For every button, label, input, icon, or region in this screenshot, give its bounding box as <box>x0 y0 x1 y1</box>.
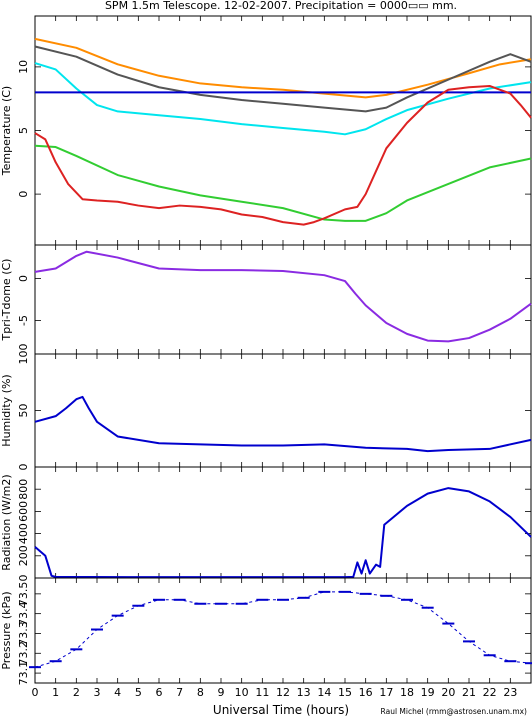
x-tick-label: 20 <box>441 686 455 699</box>
y-tick-label: 800 <box>17 479 30 500</box>
shared-x-axis: 0 1 2 3 4 5 6 7 8 9 10 11 12 13 14 15 16 17 18 19 20 21 22 23 <box>32 686 518 699</box>
x-tick-label: 10 <box>235 686 249 699</box>
x-tick-label: 8 <box>197 686 204 699</box>
x-tick-label: 5 <box>135 686 142 699</box>
data-series-line-5 <box>34 144 532 222</box>
x-tick-label: 12 <box>276 686 290 699</box>
y-tick-label: 0 <box>17 275 30 282</box>
data-point <box>442 622 455 625</box>
data-point <box>235 602 248 605</box>
data-series-line-3 <box>34 62 532 136</box>
x-tick-label: 18 <box>400 686 414 699</box>
x-tick-label: 6 <box>156 686 163 699</box>
data-point <box>525 662 532 665</box>
x-tick-label: 2 <box>73 686 80 699</box>
x-tick-label: 3 <box>94 686 101 699</box>
x-tick-label: 16 <box>359 686 373 699</box>
data-series-line-1 <box>34 395 532 453</box>
y-tick-label: 0 <box>17 191 30 198</box>
x-axis-label: Universal Time (hours) <box>213 703 349 717</box>
data-series-line-2 <box>34 45 532 113</box>
panel-tpri-tdome-c-frame <box>34 244 532 355</box>
x-tick-label: 11 <box>255 686 269 699</box>
y-tick-label: 0 <box>17 464 30 471</box>
panel-humidity: 0 50 100 Humidity (%) <box>0 344 532 471</box>
y-tick-label: 400 <box>17 523 30 544</box>
data-series-line <box>34 591 532 668</box>
y-tick-label: 73.4 <box>17 601 30 626</box>
data-series-line-1 <box>34 487 532 579</box>
x-tick-label: 9 <box>218 686 225 699</box>
data-point <box>194 602 207 605</box>
x-tick-label: 14 <box>317 686 331 699</box>
figure-title: SPM 1.5m Telescope. 12-02-2007. Precipit… <box>105 0 457 12</box>
x-tick-label: 15 <box>338 686 352 699</box>
data-point <box>401 598 413 601</box>
x-tick-label: 0 <box>32 686 39 699</box>
panel-pressure-kpa: 73.173.273.373.473.5 Pressure (kPa) <box>0 577 532 686</box>
x-tick-label: 13 <box>297 686 311 699</box>
y-axis-label: Pressure (kPa) <box>0 591 13 669</box>
x-tick-label: 22 <box>483 686 497 699</box>
y-tick-label: 10 <box>17 60 30 74</box>
data-series-line-1 <box>34 250 532 343</box>
chart-panels: 0 5 10 Temperature (C) -5 0 Tpri-Tdome (C) 0 50 1… <box>0 15 532 686</box>
y-tick-label: 600 <box>17 501 30 522</box>
y-tick-label: 73.2 <box>17 641 30 666</box>
credit-text: Raul Michel (rmm@astrosen.unam.mx) <box>381 707 528 716</box>
data-point <box>359 592 372 595</box>
panel-radiation-w-m2-frame <box>34 466 532 579</box>
y-tick-label: 100 <box>17 344 30 365</box>
data-point <box>70 648 83 651</box>
panel-temperature-c: 0 5 10 Temperature (C) <box>0 15 532 246</box>
y-tick-label: 73.1 <box>17 661 30 686</box>
y-tick-label: 73.5 <box>17 582 30 607</box>
data-point <box>318 590 331 593</box>
x-tick-label: 17 <box>379 686 393 699</box>
data-series-line-6 <box>34 84 532 226</box>
y-axis-label: Radiation (W/m2) <box>0 474 13 570</box>
panel-tpri-tdome-c: -5 0 Tpri-Tdome (C) <box>0 244 532 355</box>
y-tick-label: 0 <box>17 575 30 582</box>
x-tick-label: 21 <box>462 686 476 699</box>
data-point <box>153 598 165 601</box>
y-axis-label: Temperature (C) <box>0 86 13 176</box>
x-tick-label: 7 <box>176 686 183 699</box>
y-axis-label: Tpri-Tdome (C) <box>0 259 13 342</box>
data-point <box>504 660 517 663</box>
y-axis-label: Humidity (%) <box>0 374 13 446</box>
x-tick-label: 1 <box>52 686 59 699</box>
y-tick-label: 50 <box>17 404 30 418</box>
y-tick-label: -5 <box>17 315 30 326</box>
x-tick-label: 19 <box>421 686 435 699</box>
y-tick-label: 200 <box>17 545 30 566</box>
panel-temperature-c-frame <box>34 15 532 246</box>
x-tick-label: 4 <box>114 686 121 699</box>
x-tick-label: 23 <box>503 686 517 699</box>
data-point <box>49 660 62 663</box>
y-tick-label: 73.3 <box>17 621 30 646</box>
data-point <box>277 598 289 601</box>
y-tick-label: 5 <box>17 127 30 134</box>
